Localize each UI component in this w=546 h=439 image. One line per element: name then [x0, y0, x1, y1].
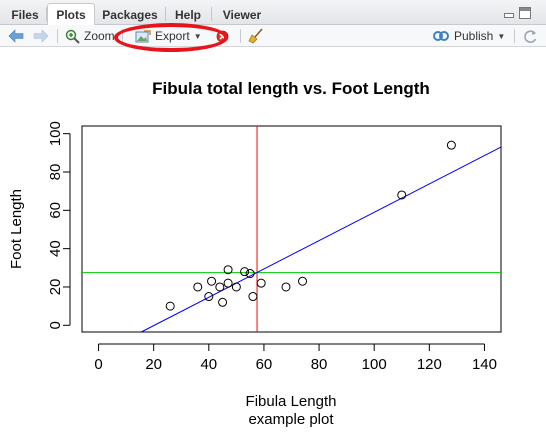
data-point: [256, 278, 266, 288]
y-tick-label: 20: [47, 279, 64, 296]
data-point: [204, 292, 214, 302]
plot-frame: [81, 125, 502, 333]
toolbar-divider: [122, 29, 123, 43]
back-arrow-icon: [8, 29, 24, 43]
data-point: [207, 276, 217, 286]
x-axis-label: Fibula Length: [246, 393, 337, 410]
data-point: [240, 267, 250, 277]
publish-icon: [433, 31, 449, 41]
y-tick-label: 60: [47, 202, 64, 219]
y-tick-label: 0: [47, 321, 64, 329]
chevron-down-icon: ▼: [497, 31, 506, 41]
y-tick-label: 100: [47, 121, 64, 146]
data-point: [231, 282, 241, 292]
data-point: [165, 301, 175, 311]
tab-divider: [211, 7, 212, 21]
tab-packages[interactable]: Packages: [102, 7, 158, 22]
data-point: [218, 297, 228, 307]
x-tick-label: 40: [200, 356, 217, 373]
toolbar-divider: [240, 29, 241, 43]
forward-arrow-icon: [33, 29, 49, 43]
tab-help[interactable]: Help: [174, 7, 201, 22]
plot-subtitle: example plot: [248, 411, 334, 428]
y-axis: 0 20 40 60 80 100: [47, 121, 71, 329]
x-axis: 0 20 40 60 80 100 120 140: [94, 343, 497, 373]
forward-button[interactable]: [33, 25, 49, 47]
tab-files[interactable]: Files: [11, 7, 39, 22]
remove-plot-button[interactable]: [216, 25, 229, 47]
x-tick-label: 80: [311, 356, 328, 373]
data-point: [281, 282, 291, 292]
refresh-icon: [524, 29, 537, 43]
zoom-label: Zoom: [84, 29, 115, 43]
data-point: [446, 140, 456, 150]
plot-region: [82, 126, 502, 333]
data-point: [248, 292, 258, 302]
tab-divider: [165, 7, 166, 21]
x-tick-label: 100: [362, 356, 387, 373]
pane-tab-bar: Files Plots Packages Help Viewer: [0, 0, 546, 26]
minimize-icon[interactable]: [503, 7, 515, 19]
tab-viewer[interactable]: Viewer: [222, 7, 262, 22]
toolbar-divider: [57, 29, 58, 43]
y-axis-label: Foot Length: [8, 189, 25, 269]
regression-line: [141, 146, 502, 333]
tab-divider: [46, 7, 47, 21]
plot-viewer: Fibula total length vs. Foot Length 0 20 4…: [8, 79, 502, 428]
publish-button[interactable]: Publish ▼: [433, 25, 505, 47]
y-tick-label: 80: [47, 164, 64, 181]
toolbar-divider: [514, 29, 515, 43]
export-menu-button[interactable]: Export ▼: [135, 25, 202, 47]
maximize-icon[interactable]: [519, 7, 531, 19]
x-tick-label: 20: [145, 356, 162, 373]
zoom-icon: [65, 29, 80, 44]
refresh-button[interactable]: [523, 25, 538, 47]
data-point: [397, 190, 407, 200]
y-tick-label: 40: [47, 240, 64, 257]
data-point: [215, 282, 225, 292]
remove-plot-icon: [216, 30, 229, 42]
x-tick-label: 140: [472, 356, 497, 373]
back-button[interactable]: [8, 25, 24, 47]
plot-title: Fibula total length vs. Foot Length: [152, 79, 430, 98]
tab-plots[interactable]: Plots: [47, 3, 95, 26]
export-label: Export: [155, 29, 190, 43]
broom-icon: [248, 28, 263, 44]
data-point: [223, 278, 233, 288]
clear-all-plots-button[interactable]: [248, 25, 264, 47]
zoom-button[interactable]: Zoom: [65, 25, 115, 47]
data-point: [245, 269, 255, 279]
chevron-down-icon: ▼: [193, 31, 202, 41]
x-tick-label: 120: [417, 356, 442, 373]
data-point: [223, 265, 233, 275]
x-tick-label: 0: [94, 356, 102, 373]
plots-toolbar: Zoom Export ▼ Publish ▼: [0, 25, 546, 47]
publish-label: Publish: [454, 29, 494, 43]
data-point: [298, 276, 308, 286]
export-image-icon: [135, 29, 151, 42]
x-tick-label: 60: [256, 356, 273, 373]
data-point: [193, 282, 203, 292]
